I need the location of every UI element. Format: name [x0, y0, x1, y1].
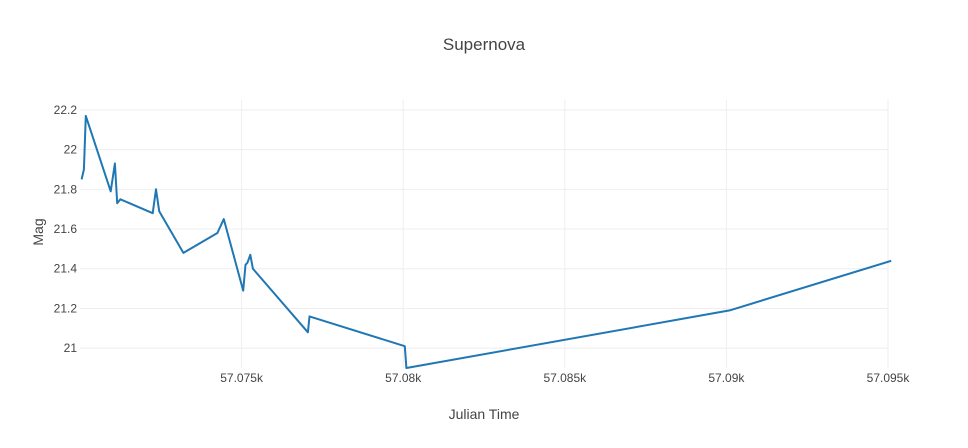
y-tick-label: 21.4 — [54, 262, 78, 276]
x-tick-label: 57.08k — [385, 371, 422, 385]
x-axis-ticks: 57.075k 57.08k 57.085k 57.09k 57.095k — [220, 371, 910, 385]
y-tick-label: 22 — [64, 143, 78, 157]
y-axis-title: Mag — [30, 218, 46, 245]
x-axis-title: Julian Time — [449, 406, 520, 422]
x-tick-label: 57.075k — [220, 371, 264, 385]
y-tick-label: 21.2 — [54, 301, 78, 315]
grid-lines — [80, 100, 889, 368]
y-tick-label: 21.8 — [54, 182, 78, 196]
series-group — [80, 114, 892, 369]
x-tick-label: 57.09k — [708, 371, 745, 385]
y-tick-label: 21 — [64, 341, 78, 355]
y-tick-label: 22.2 — [54, 103, 78, 117]
x-tick-label: 57.085k — [543, 371, 587, 385]
chart-title: Supernova — [443, 35, 526, 54]
y-axis-ticks: 21 21.2 21.4 21.6 21.8 22 22.2 — [54, 103, 78, 355]
x-tick-label: 57.095k — [867, 371, 911, 385]
series-line — [80, 114, 892, 369]
y-tick-label: 21.6 — [54, 222, 78, 236]
